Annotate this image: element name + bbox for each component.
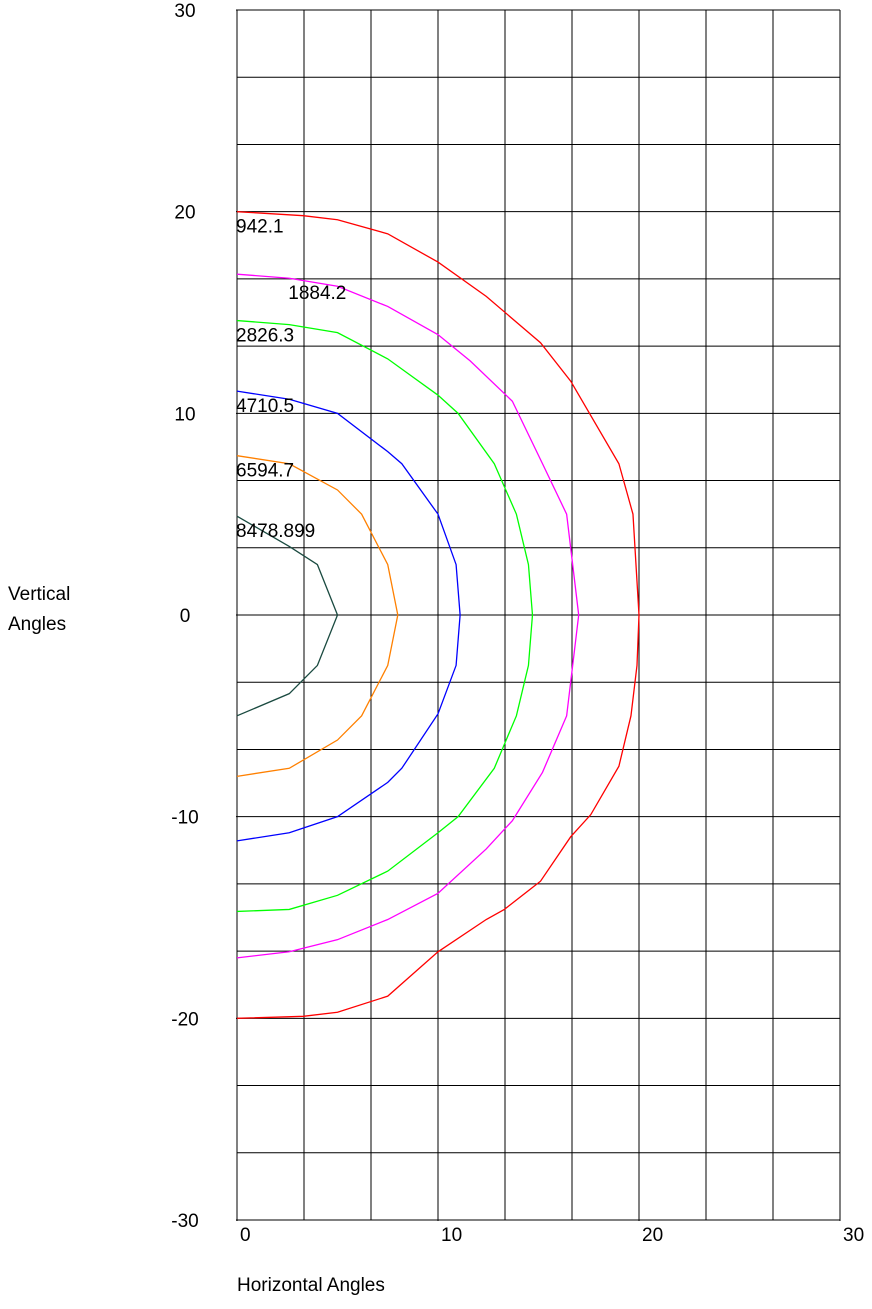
contour-line: [236, 455, 399, 777]
y-tick-label: 20: [174, 203, 195, 224]
contour-line: [236, 273, 580, 959]
x-tick-label: 10: [441, 1225, 462, 1246]
contour-line: [236, 390, 461, 842]
y-axis-label: Vertical Angles: [8, 584, 71, 635]
contour-label: 4710.5: [236, 396, 294, 417]
y-tick-label: -10: [171, 808, 198, 829]
contour-label: 942.1: [236, 217, 284, 238]
x-tick-label: 30: [843, 1225, 864, 1246]
contour-line: [236, 515, 339, 717]
contour-line: [236, 211, 640, 1019]
contour-label: 2826.3: [236, 326, 294, 347]
y-tick-label: 0: [180, 606, 191, 627]
y-tick-label: -30: [171, 1211, 198, 1232]
x-axis-label: Horizontal Angles: [237, 1275, 385, 1296]
y-tick-label: 30: [174, 1, 195, 22]
y-tick-label: 10: [174, 404, 195, 425]
x-tick-label: 0: [240, 1225, 251, 1246]
contour-label: 6594.7: [236, 461, 294, 482]
contour-label: 8478.899: [236, 521, 315, 542]
contour-line: [236, 319, 534, 913]
contour-label: 1884.2: [288, 283, 346, 304]
y-tick-label: -20: [171, 1009, 198, 1030]
x-tick-label: 20: [642, 1225, 663, 1246]
